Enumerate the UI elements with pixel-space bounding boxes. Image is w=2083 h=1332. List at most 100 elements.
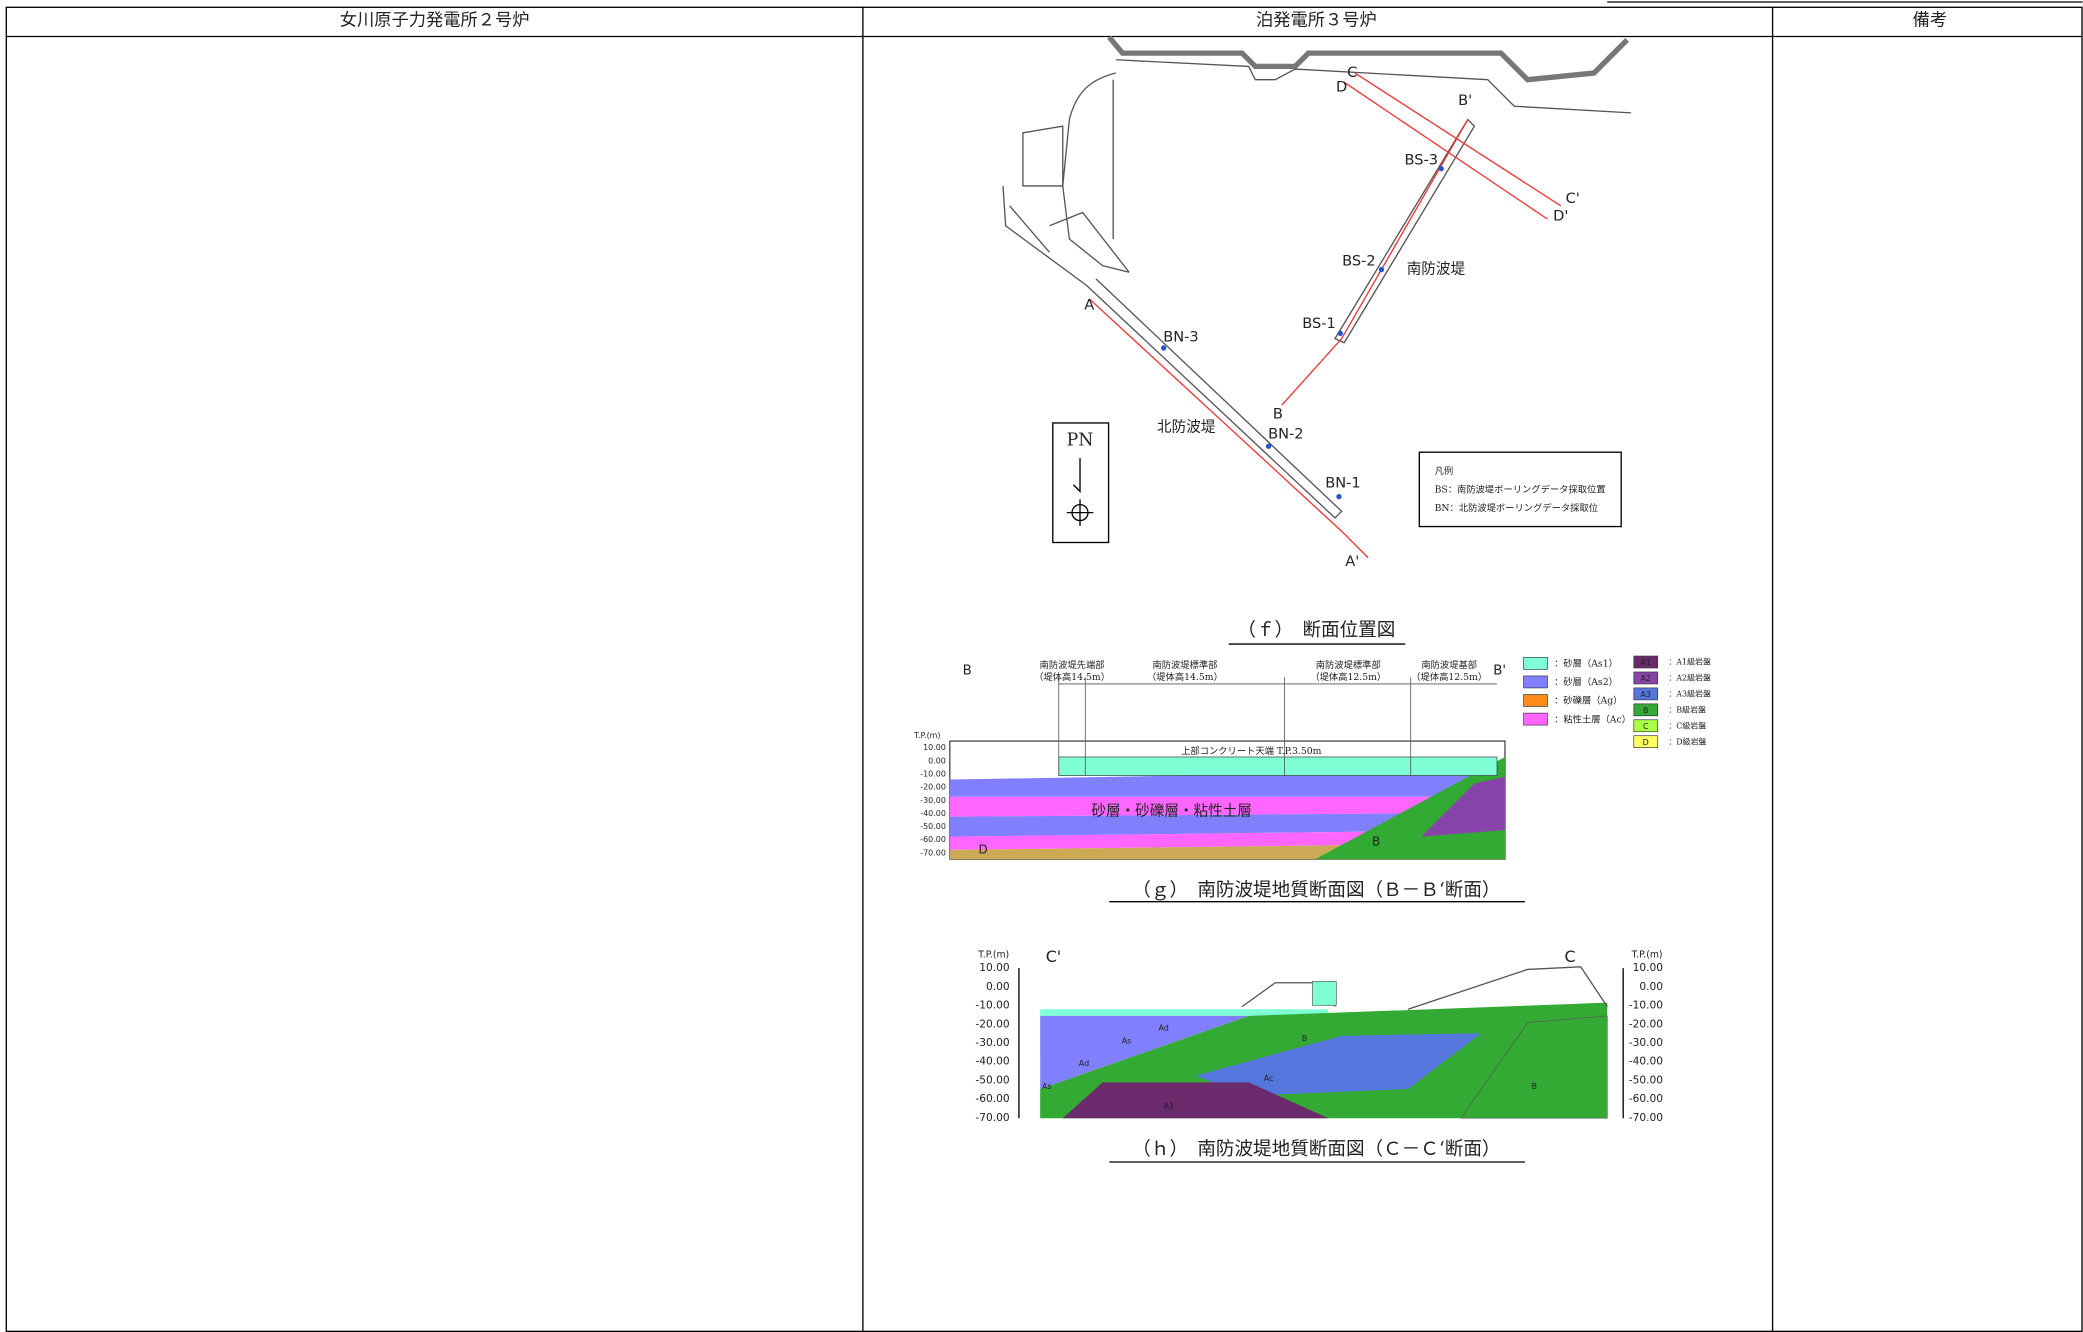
section-end: B'	[1493, 664, 1506, 679]
section-end: C	[1564, 947, 1575, 966]
map-label: BN-2	[1268, 425, 1303, 442]
layer-label: Ad	[1158, 1023, 1168, 1032]
legend-swatch	[1524, 657, 1548, 669]
tick-label: 0.00	[928, 756, 946, 765]
section-g	[950, 677, 1505, 859]
map-label: PN	[1067, 430, 1094, 450]
axis-title: T.P.(m)	[913, 731, 940, 740]
tick-label: -40.00	[975, 1055, 1009, 1068]
map-label: BS-3	[1405, 152, 1439, 169]
legend-label: ：粘性土層（Ac）	[1554, 713, 1631, 725]
layer-label: A1	[1164, 1102, 1175, 1111]
layer-label: As	[1122, 1037, 1132, 1046]
layer-label: 砂層・砂礫層・粘性土層	[1091, 802, 1252, 819]
boring-point	[1439, 166, 1444, 171]
boring-point	[1336, 494, 1341, 499]
legend-code: A2	[1640, 674, 1651, 683]
legend-code: A3	[1640, 690, 1651, 699]
legend-code: D	[1643, 738, 1649, 747]
tick-label: -60.00	[1629, 1092, 1663, 1105]
column-header: 女川原子力発電所２号炉	[340, 11, 530, 31]
column-header: 泊発電所３号炉	[1256, 11, 1377, 31]
tick-label: -40.00	[1629, 1055, 1663, 1068]
legend-label: ：A1級岩盤	[1668, 657, 1711, 667]
tick-label: -30.00	[975, 1036, 1009, 1049]
tick-label: -10.00	[1629, 999, 1663, 1012]
tick-label: -10.00	[975, 999, 1009, 1012]
tick-label: -20.00	[920, 783, 946, 792]
tick-label: -70.00	[920, 848, 946, 857]
legend-code: C	[1643, 722, 1649, 731]
segment-height: （堤体高14.5m）	[1034, 671, 1110, 683]
tick-label: 10.00	[923, 743, 946, 752]
map-label: BN-3	[1163, 328, 1198, 345]
segment-height: （堤体高12.5m）	[1411, 671, 1487, 683]
column-header: 備考	[1913, 11, 1948, 31]
tick-label: -50.00	[1629, 1073, 1663, 1086]
segment-name: 南防波堤基部	[1421, 659, 1477, 671]
tick-label: -30.00	[920, 796, 946, 805]
map-label: 北防波堤	[1157, 419, 1216, 436]
map-label: C'	[1566, 190, 1580, 207]
tick-label: -20.00	[975, 1017, 1009, 1030]
legend-label: ：砂層（As1）	[1554, 658, 1618, 670]
axis-title: T.P.(m)	[1631, 949, 1663, 960]
rock-label: D	[978, 842, 987, 856]
layer-label: B	[1302, 1034, 1307, 1043]
layer-label: As	[1042, 1082, 1052, 1091]
caption: （ｇ） 南防波堤地質断面図（Ｂ－Ｂ‘断面）	[1132, 880, 1500, 901]
boring-point	[1379, 267, 1384, 272]
segment-name: 南防波堤先端部	[1040, 659, 1105, 671]
legend-label: ：C級岩盤	[1668, 720, 1706, 730]
tick-label: -30.00	[1629, 1036, 1663, 1049]
legend-label: ：砂層（As2）	[1554, 676, 1618, 688]
legend-label: ：砂礫層（Ag）	[1554, 695, 1622, 707]
legend-swatch	[1524, 676, 1548, 688]
layer-label: Ac	[1264, 1074, 1274, 1083]
legend-label: ：A3級岩盤	[1668, 689, 1711, 699]
map-label: D	[1336, 79, 1347, 96]
tick-label: -40.00	[920, 809, 946, 818]
document: 女川原子力発電所２号炉泊発電所３号炉備考AA'BB'CC'DD'BS-1BS-2…	[0, 0, 2083, 1332]
map-label: D'	[1553, 207, 1568, 224]
legend-label: ：B級岩盤	[1668, 704, 1706, 714]
legend-swatch	[1524, 695, 1548, 707]
segment-name: 南防波堤標準部	[1152, 659, 1217, 671]
tick-label: 10.00	[979, 961, 1010, 974]
tick-label: 10.00	[1633, 961, 1664, 974]
legend-code: A1	[1640, 658, 1651, 667]
caption: （ｈ） 南防波堤地質断面図（Ｃ－Ｃ‘断面）	[1132, 1139, 1500, 1160]
map-label: A'	[1345, 553, 1359, 570]
map-label: BS-2	[1342, 253, 1376, 270]
tick-label: -50.00	[975, 1073, 1009, 1086]
map-label: BS-1	[1302, 315, 1336, 332]
map-label: C	[1347, 64, 1357, 81]
page: {"header":{"columns":["女川原子力発電所２号炉","泊発電…	[0, 0, 2083, 1332]
caption: （ｆ） 断面位置図	[1237, 620, 1395, 641]
layer-label: B	[1531, 1082, 1536, 1091]
segment-height: （堤体高14.5m）	[1147, 671, 1223, 683]
map-label: BN-1	[1325, 474, 1360, 491]
boring-point	[1161, 345, 1166, 350]
legend-label: ：D級岩盤	[1668, 736, 1706, 746]
tick-label: 0.00	[986, 980, 1010, 993]
tick-label: -60.00	[920, 835, 946, 844]
legend-title: 凡例	[1435, 465, 1454, 477]
segment-height: （堤体高12.5m）	[1310, 671, 1386, 683]
layer-label: Ad	[1079, 1059, 1089, 1068]
legend-code: B	[1643, 706, 1648, 715]
rock-label: B	[1372, 834, 1380, 848]
map-label: 南防波堤	[1407, 261, 1466, 278]
tick-label: -20.00	[1629, 1017, 1663, 1030]
legend-item: BN：北防波堤ボーリングデータ採取位	[1435, 502, 1598, 514]
axis-title: T.P.(m)	[977, 949, 1009, 960]
legend-label: ：A2級岩盤	[1668, 673, 1711, 683]
boring-point	[1338, 331, 1343, 336]
tick-label: -50.00	[920, 822, 946, 831]
map	[1003, 37, 1631, 518]
tick-label: -70.00	[975, 1111, 1009, 1124]
tick-label: -60.00	[975, 1092, 1009, 1105]
segment-name: 南防波堤標準部	[1316, 659, 1381, 671]
tick-label: -10.00	[920, 769, 946, 778]
boring-point	[1266, 444, 1271, 449]
